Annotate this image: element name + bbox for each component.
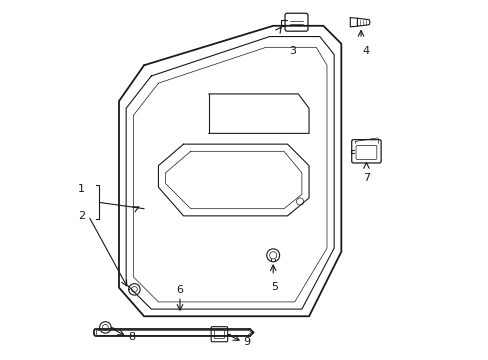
Text: 1: 1 (78, 184, 85, 194)
Text: 7: 7 (362, 173, 369, 183)
Text: 9: 9 (243, 337, 250, 347)
Text: 6: 6 (176, 285, 183, 296)
Text: 2: 2 (78, 211, 85, 221)
Text: 4: 4 (362, 45, 369, 55)
Text: 8: 8 (128, 332, 135, 342)
Text: 5: 5 (271, 282, 278, 292)
Text: 3: 3 (289, 45, 296, 55)
